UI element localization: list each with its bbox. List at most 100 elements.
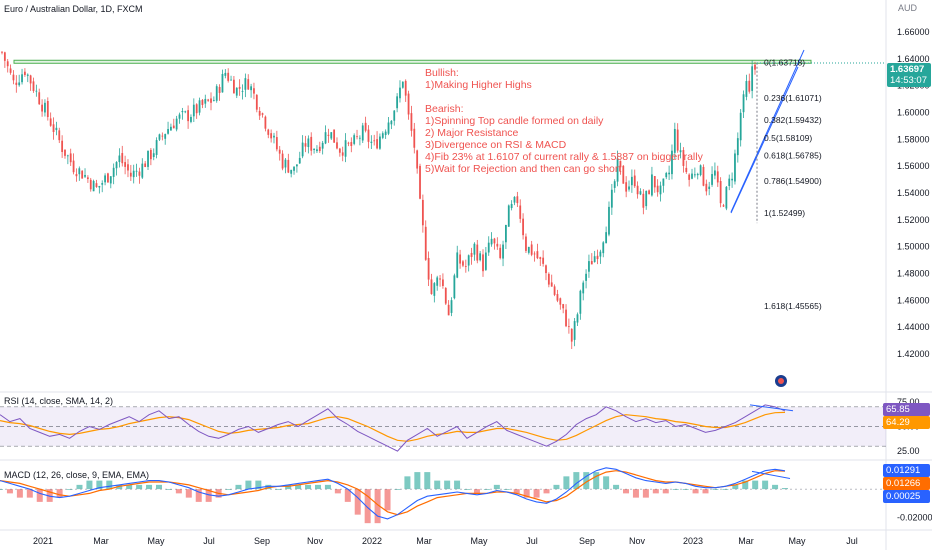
candle-body — [86, 177, 89, 180]
candle-body — [41, 104, 43, 112]
macd-histogram-bar — [503, 489, 510, 490]
candle-body — [327, 134, 330, 136]
candle-body — [69, 153, 72, 163]
candle-body — [78, 168, 81, 175]
rsi-ma-line — [0, 411, 786, 442]
candle-body — [610, 189, 613, 208]
candle-body — [499, 247, 502, 259]
candle-body — [270, 133, 273, 139]
candle-body — [410, 113, 413, 131]
candle-body — [616, 158, 619, 182]
macd-histogram-bar — [712, 489, 719, 490]
macd-histogram-bar — [96, 480, 103, 490]
candle-body — [387, 122, 390, 134]
candle-body — [396, 96, 399, 109]
candle-body — [187, 110, 190, 122]
time-axis-tick: Sep — [254, 536, 270, 546]
candle-body — [224, 72, 227, 76]
symbol-title: Euro / Australian Dollar, 1D, FXCM — [4, 4, 143, 14]
candle-body — [542, 257, 545, 264]
candle-body — [742, 94, 745, 113]
macd-histogram-bar — [205, 489, 212, 502]
candle-body — [590, 261, 593, 265]
candle-body — [421, 199, 424, 226]
rsi-divergence-line — [749, 404, 794, 412]
macd-histogram-bar — [642, 489, 649, 498]
candle-body — [711, 174, 713, 185]
candle-body — [298, 157, 301, 164]
candle-body — [379, 136, 381, 149]
candle-body — [734, 153, 736, 182]
candle-body — [424, 226, 427, 260]
candle-body — [235, 87, 238, 96]
macd-histogram-bar — [255, 480, 262, 490]
candle-body — [567, 326, 570, 328]
candle-body — [44, 102, 46, 113]
candle-body — [653, 176, 656, 188]
time-axis-tick: Nov — [629, 536, 646, 546]
macd-histogram-bar — [165, 489, 172, 490]
macd-histogram-bar — [116, 484, 123, 490]
candle-body — [705, 183, 708, 192]
channel-lower-line — [730, 66, 799, 214]
candle-body — [24, 71, 26, 75]
annotation-line: 1)Making Higher Highs — [425, 79, 532, 91]
time-axis-tick: Sep — [579, 536, 595, 546]
fib-level-label: 0.236(1.61071) — [764, 93, 822, 103]
macd-histogram-bar — [752, 480, 759, 490]
candle-body — [152, 153, 155, 158]
macd-histogram-bar — [424, 472, 431, 490]
candle-body — [358, 137, 361, 139]
macd-histogram-bar — [66, 489, 73, 490]
time-axis-tick: Jul — [526, 536, 538, 546]
candle-body — [547, 273, 550, 285]
price-axis-tick: 1.60000 — [897, 108, 930, 118]
candle-body — [66, 155, 69, 157]
candle-body — [470, 252, 473, 257]
candle-body — [118, 155, 121, 163]
candle-body — [316, 149, 318, 152]
price-axis-tick: 1.44000 — [897, 322, 930, 332]
fib-level-label: 1(1.52499) — [764, 208, 805, 218]
candle-body — [685, 167, 688, 172]
macd-histogram-bar — [155, 484, 162, 490]
candle-body — [633, 175, 636, 187]
candle-body — [736, 138, 739, 156]
fib-level-label: 0.786(1.54900) — [764, 176, 822, 186]
macd-axis-tick: -0.02000 — [897, 512, 932, 522]
macd-histogram-bar — [483, 489, 490, 490]
fib-level-label: 0.5(1.58109) — [764, 133, 812, 143]
macd-histogram-bar — [513, 489, 520, 494]
candle-body — [12, 74, 15, 81]
candle-body — [124, 162, 127, 167]
candle-body — [579, 290, 582, 314]
time-axis-tick: May — [788, 536, 806, 546]
candle-body — [688, 174, 691, 180]
candle-body — [215, 86, 218, 101]
macd-histogram-bar — [414, 472, 421, 490]
candle-body — [333, 129, 336, 143]
candle-body — [370, 141, 373, 143]
candle-body — [628, 186, 630, 190]
candle-body — [444, 287, 447, 304]
candle-body — [347, 142, 350, 144]
candle-body — [439, 278, 441, 280]
candle-body — [714, 170, 716, 176]
candle-body — [665, 173, 668, 178]
candle-body — [255, 94, 258, 110]
candle-body — [350, 142, 353, 146]
candle-body — [559, 298, 562, 305]
macd-histogram-bar — [364, 489, 371, 524]
time-axis-tick: 2021 — [33, 536, 53, 546]
candle-body — [92, 180, 95, 192]
candle-body — [267, 129, 270, 135]
macd-histogram-bar — [344, 489, 351, 502]
candle-body — [241, 91, 244, 92]
macd-histogram-bar — [493, 484, 500, 490]
candle-body — [576, 314, 579, 323]
candle-body — [582, 282, 585, 294]
candle-body — [26, 74, 29, 76]
candle-body — [456, 252, 459, 278]
candle-body — [201, 99, 204, 105]
